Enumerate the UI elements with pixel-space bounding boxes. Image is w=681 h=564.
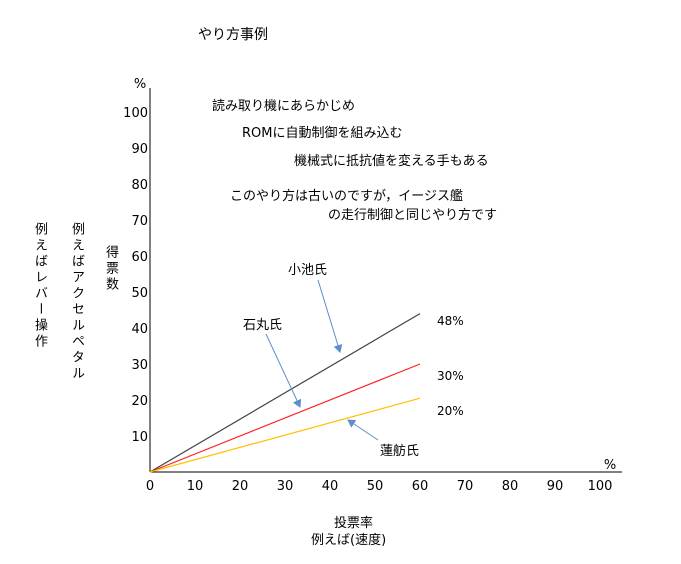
arrow-koike — [317, 279, 343, 353]
x-tick-label-40: 40 — [322, 479, 339, 494]
accel-label: 例えばアクセルペタル — [69, 222, 84, 382]
end-label-koike: 48% — [437, 314, 464, 328]
note-line-2: ROMに自動制御を組み込む — [242, 126, 403, 141]
y-tick-label-40: 40 — [131, 322, 148, 337]
y-tick-label-30: 30 — [131, 358, 148, 373]
y-tick-label-50: 50 — [131, 286, 148, 301]
y-tick-label-60: 60 — [131, 250, 148, 265]
series-line-1 — [149, 313, 421, 473]
end-label-renho: 20% — [437, 404, 464, 418]
y-tick-label-90: 90 — [131, 142, 148, 157]
y-axis-unit: % — [134, 77, 146, 92]
x-tick-label-60: 60 — [412, 479, 429, 494]
x-tick-label-100: 100 — [588, 479, 613, 494]
x-tick-label-30: 30 — [277, 479, 294, 494]
x-axis-label-line1: 投票率 — [334, 516, 374, 531]
x-tick-label-50: 50 — [367, 479, 384, 494]
annotation-ishimaru: 石丸氏 — [243, 318, 283, 333]
series-line-2 — [149, 363, 421, 473]
y-tick-label-70: 70 — [131, 214, 148, 229]
y-tick-label-80: 80 — [131, 178, 148, 193]
x-tick-label-90: 90 — [547, 479, 564, 494]
x-tick-label-70: 70 — [457, 479, 474, 494]
y-tick-label-10: 10 — [131, 430, 148, 445]
x-axis-unit: % — [604, 458, 616, 473]
x-axis-label-line2: 例えば(速度) — [311, 533, 387, 548]
note-line-5: の走行制御と同じやり方です — [328, 208, 498, 223]
y-tick-label-20: 20 — [131, 394, 148, 409]
note-line-1: 読み取り機にあらかじめ — [212, 99, 356, 114]
end-label-ishimaru: 30% — [437, 369, 464, 383]
series-line-3 — [149, 397, 421, 473]
arrow-ishimaru — [265, 333, 302, 408]
note-line-3: 機械式に抵抗値を変える手もある — [294, 154, 489, 169]
x-tick-label-0: 0 — [146, 479, 154, 494]
y-axis-label: 得票数 — [103, 245, 118, 293]
lever-label: 例えばレバー操作 — [32, 222, 47, 350]
note-line-4: このやり方は古いのですが，イージス艦 — [230, 189, 463, 204]
page-title: やり方事例 — [198, 27, 268, 43]
annotation-renho: 蓮舫氏 — [380, 444, 420, 459]
annotation-koike: 小池氏 — [288, 263, 328, 278]
arrow-renho — [347, 419, 379, 441]
y-tick-label-100: 100 — [123, 106, 148, 121]
x-tick-label-80: 80 — [502, 479, 519, 494]
x-tick-label-10: 10 — [187, 479, 204, 494]
x-tick-label-20: 20 — [232, 479, 249, 494]
